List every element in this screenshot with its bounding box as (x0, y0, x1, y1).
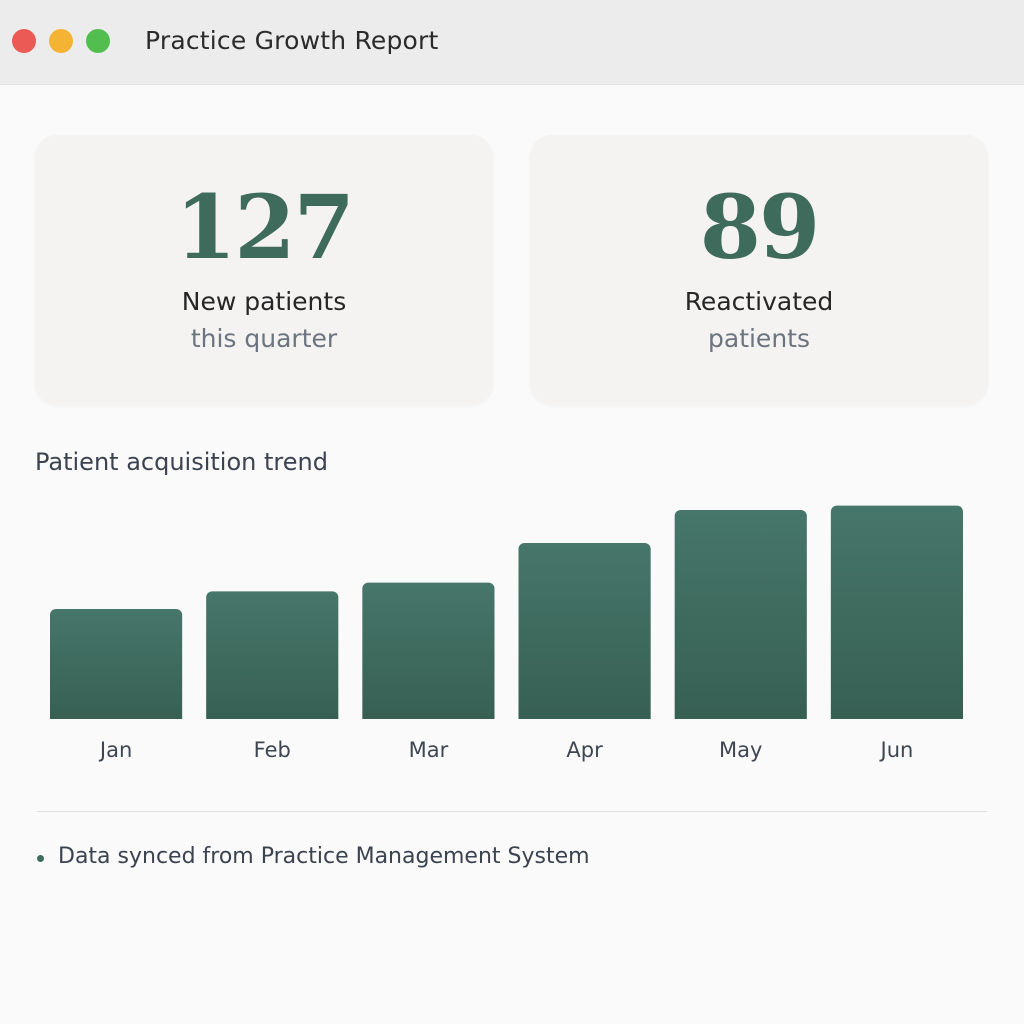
title-bar: Practice Growth Report (0, 0, 1024, 85)
x-tick-label-apr: Apr (566, 738, 603, 762)
sync-status-dot (37, 855, 44, 862)
stat-value: 127 (175, 175, 355, 279)
bar-mar (362, 582, 495, 725)
stat-label: Reactivated (684, 287, 834, 316)
bar-feb (206, 591, 339, 725)
divider (37, 811, 987, 812)
x-tick-label-mar: Mar (409, 738, 449, 762)
stat-sublabel: patients (708, 324, 810, 353)
chart-baseline-mask (0, 719, 1024, 727)
sync-note: Data synced from Practice Management Sys… (58, 844, 590, 869)
x-tick-label-jan: Jan (98, 738, 132, 762)
close-window-button[interactable] (12, 29, 36, 53)
stat-card-new-patients: 127 New patients this quarter (35, 135, 493, 405)
stat-value: 89 (699, 175, 820, 279)
x-tick-label-feb: Feb (254, 738, 291, 762)
chart-title: Patient acquisition trend (35, 448, 328, 476)
bar-jan (50, 609, 183, 725)
patient-acquisition-bar-chart: Jan Feb Mar Apr May Jun (0, 505, 1024, 762)
minimize-window-button[interactable] (49, 29, 73, 53)
bar-jun (830, 505, 963, 725)
stat-sublabel: this quarter (190, 324, 338, 353)
x-tick-label-may: May (719, 738, 762, 762)
window-title: Practice Growth Report (145, 26, 439, 55)
bar-apr (518, 543, 651, 725)
zoom-window-button[interactable] (86, 29, 110, 53)
bar-may (674, 510, 807, 725)
stat-card-reactivated-patients: 89 Reactivated patients (530, 135, 988, 405)
stat-label: New patients (181, 287, 347, 316)
x-tick-label-jun: Jun (879, 738, 914, 762)
